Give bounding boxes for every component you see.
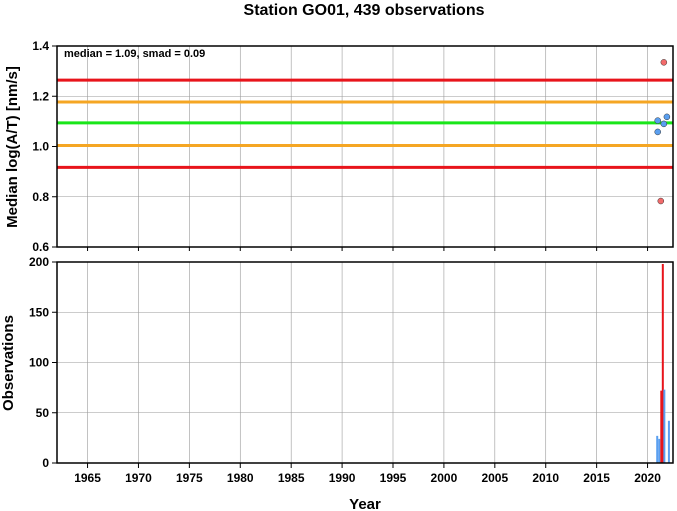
stats-annotation: median = 1.09, smad = 0.09 <box>64 48 205 60</box>
x-tick-label: 1985 <box>278 471 305 485</box>
y-tick-label: 150 <box>29 305 49 319</box>
y-tick-label: 1.2 <box>32 89 49 103</box>
y-tick-label: 0 <box>42 456 49 470</box>
bottom-y-axis-label: Observations <box>0 315 17 411</box>
histogram-bar <box>663 389 666 463</box>
y-tick-label: 100 <box>29 356 49 370</box>
top-y-ticks: 0.6 0.8 1.0 1.2 1.4 <box>32 39 649 254</box>
x-tick-label: 2020 <box>634 471 661 485</box>
x-tick-label: 2005 <box>481 471 508 485</box>
x-tick-label: 2000 <box>431 471 458 485</box>
x-tick-label: 1995 <box>380 471 407 485</box>
data-point <box>657 197 665 205</box>
y-tick-label: 0.8 <box>32 190 49 204</box>
histogram-bar <box>660 390 663 463</box>
data-point <box>654 128 661 136</box>
x-tick-label: 1965 <box>74 471 101 485</box>
bottom-grid <box>57 261 673 464</box>
top-panel: 0.6 0.8 1.0 1.2 1.4 median = 1.09, smad = 0.… <box>4 39 674 254</box>
bottom-y-ticks: 0 50 100 150 200 <box>29 255 57 470</box>
y-tick-label: 50 <box>36 406 50 420</box>
histogram-bar <box>658 438 661 463</box>
reference-lines <box>57 78 673 169</box>
y-tick-label: 200 <box>29 255 49 269</box>
y-tick-label: 1.0 <box>32 140 49 154</box>
chart-title: Station GO01, 439 observations <box>244 2 485 19</box>
data-point <box>654 117 661 124</box>
x-tick-label: 2010 <box>532 471 559 485</box>
x-tick-label: 1970 <box>125 471 152 485</box>
x-tick-label: 1990 <box>329 471 356 485</box>
x-tick-label: 1980 <box>227 471 254 485</box>
y-tick-label: 1.4 <box>32 39 49 53</box>
bottom-panel: 0 50 100 150 200 1965 1970 1975 1980 1985 1990 199… <box>0 255 674 511</box>
data-point <box>660 59 668 66</box>
histogram-bar <box>661 264 664 463</box>
y-tick-label: 0.6 <box>32 240 49 254</box>
histogram-bar <box>656 435 659 463</box>
x-tick-label: 2015 <box>583 471 610 485</box>
x-axis-label: Year <box>349 496 381 511</box>
histogram-bar <box>667 420 670 463</box>
top-y-axis-label: Median log(A/T) [nm/s] <box>4 66 21 228</box>
x-tick-label: 1975 <box>176 471 203 485</box>
x-ticks: 1965 1970 1975 1980 1985 1990 1995 2000 2005 2010… <box>74 463 661 485</box>
data-point <box>660 120 668 128</box>
scatter-points <box>654 59 671 205</box>
histogram-bars <box>656 264 670 463</box>
data-point <box>663 113 671 121</box>
